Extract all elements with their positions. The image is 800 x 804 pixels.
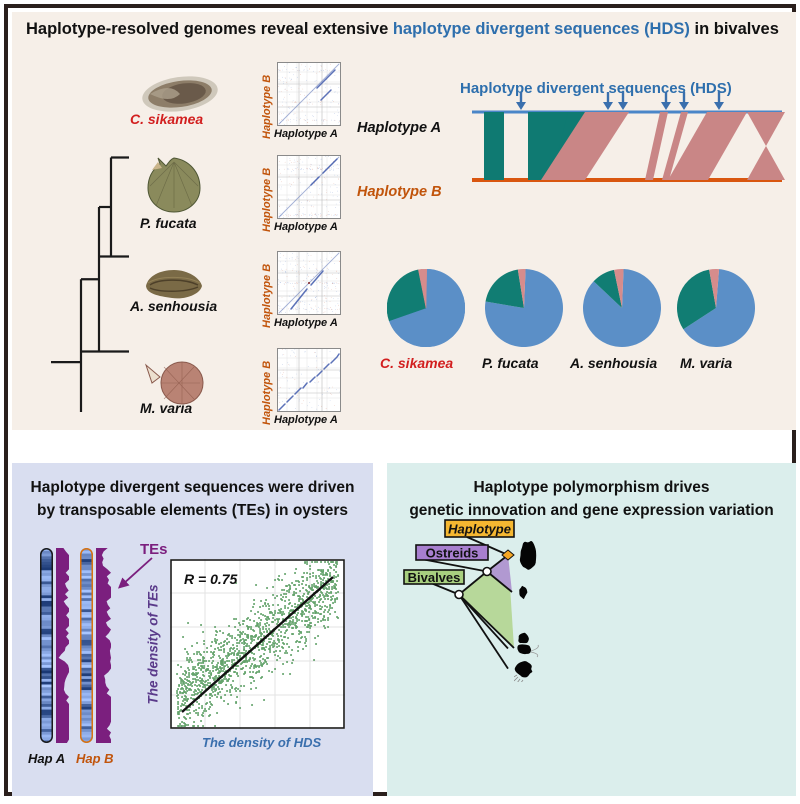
svg-text:Haplotype: Haplotype bbox=[448, 522, 511, 537]
svg-text:Bivalves: Bivalves bbox=[408, 570, 461, 585]
svg-text:Ostreids: Ostreids bbox=[426, 546, 479, 561]
